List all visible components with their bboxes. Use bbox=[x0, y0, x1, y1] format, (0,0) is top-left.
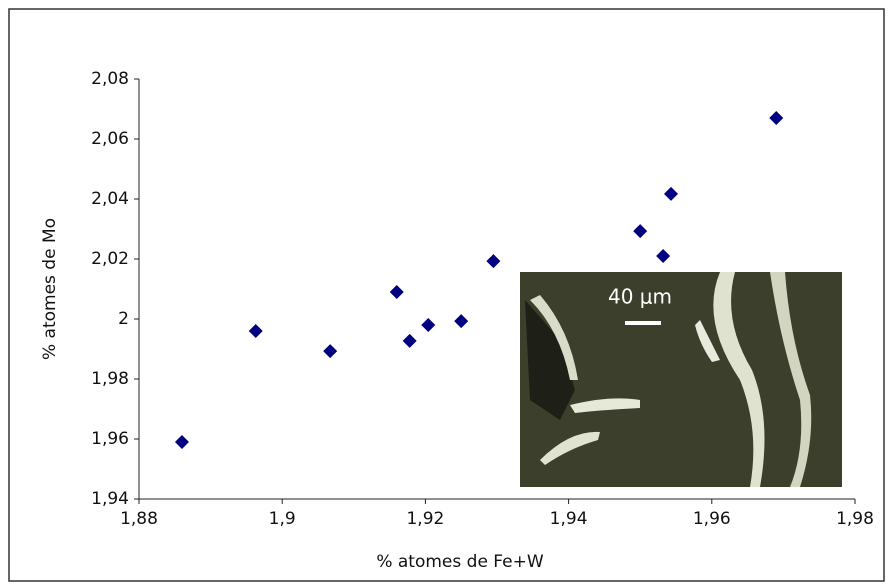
y-tick-label: 2,04 bbox=[91, 189, 129, 209]
point bbox=[454, 314, 469, 329]
inset-shape bbox=[695, 320, 720, 362]
inset-shape bbox=[570, 398, 640, 413]
scale-bar bbox=[625, 321, 661, 325]
inset-label: 40 μm bbox=[608, 285, 672, 309]
point bbox=[323, 344, 338, 359]
inset-shape bbox=[525, 300, 575, 420]
y-tick-label: 2 bbox=[118, 309, 129, 329]
point bbox=[633, 224, 648, 239]
y-tick-label: 2,08 bbox=[91, 69, 129, 89]
y-tick-label: 2,02 bbox=[91, 249, 129, 269]
point bbox=[656, 249, 671, 263]
inset-shape bbox=[770, 272, 812, 487]
point bbox=[663, 186, 678, 201]
point bbox=[389, 285, 404, 299]
x-tick-label: 1,92 bbox=[406, 509, 444, 529]
y-tick-label: 1,98 bbox=[91, 369, 129, 389]
x-tick-label: 1,88 bbox=[120, 509, 158, 529]
inset-shape bbox=[530, 295, 578, 380]
x-tick-label: 1,96 bbox=[693, 509, 731, 529]
x-tick-label: 1,98 bbox=[836, 509, 874, 529]
point bbox=[174, 435, 189, 449]
inset-shape bbox=[540, 431, 600, 465]
y-axis-label: % atomes de Mo bbox=[40, 218, 60, 360]
point bbox=[248, 324, 263, 338]
x-tick-label: 1,94 bbox=[550, 509, 588, 529]
y-tick-label: 1,96 bbox=[91, 429, 129, 449]
inset-image: 40 μm bbox=[520, 272, 842, 487]
x-tick-label: 1,9 bbox=[269, 509, 296, 529]
y-tick-label: 1,94 bbox=[91, 489, 129, 509]
point bbox=[769, 111, 784, 125]
point bbox=[421, 318, 436, 332]
y-tick-label: 2,06 bbox=[91, 129, 129, 149]
x-axis-label: % atomes de Fe+W bbox=[376, 552, 544, 572]
inset-shape bbox=[713, 272, 765, 487]
point bbox=[402, 333, 417, 348]
marks bbox=[174, 111, 784, 449]
point bbox=[486, 254, 501, 269]
